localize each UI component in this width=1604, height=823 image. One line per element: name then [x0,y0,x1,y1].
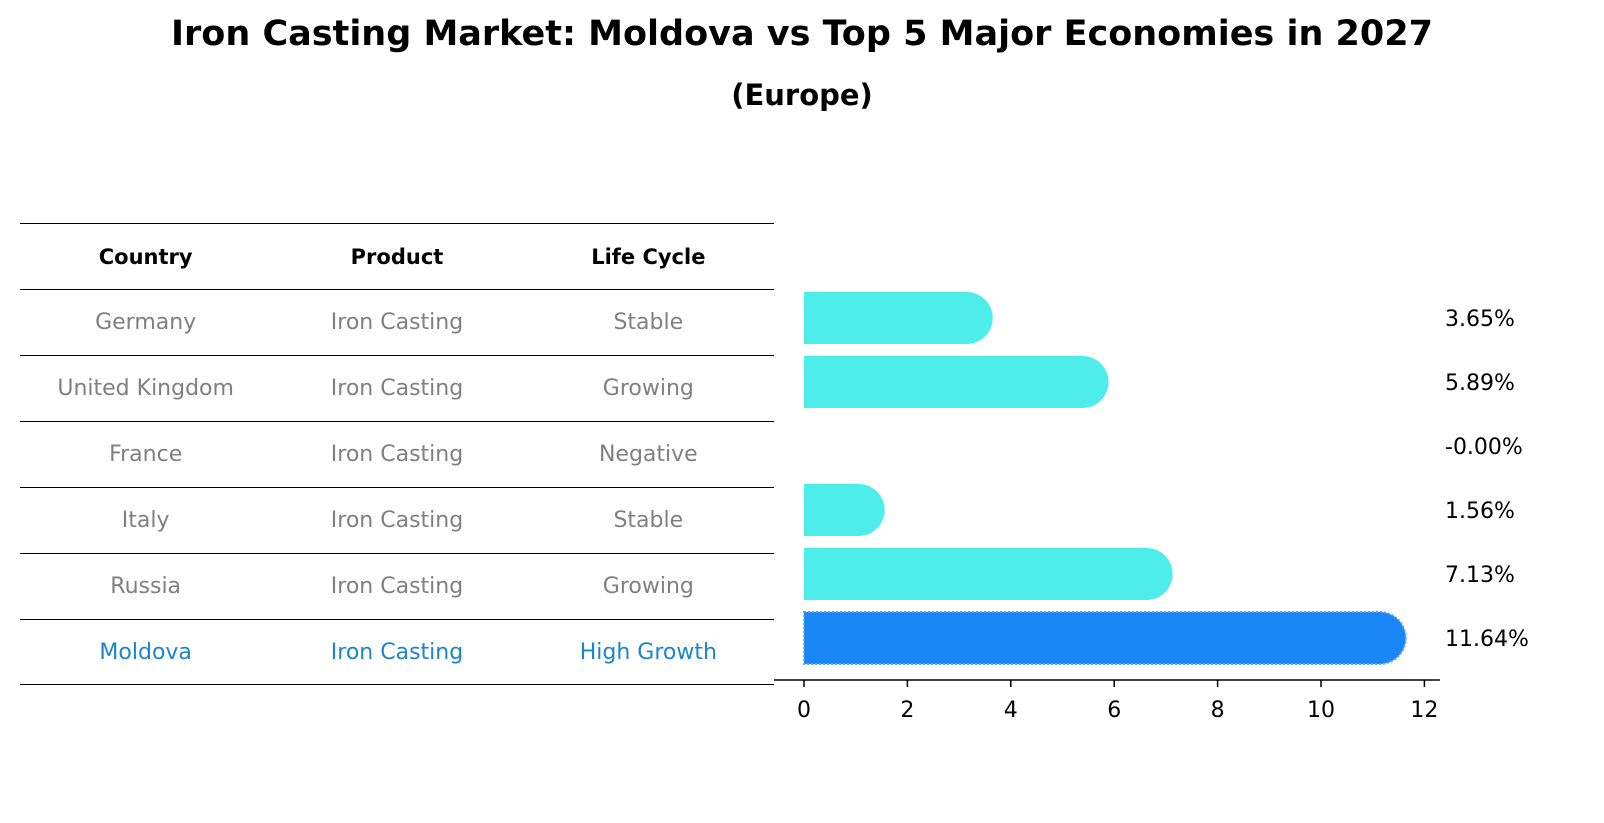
bar-chart: 3.65% 5.89% -0.00% 1.56% 7.13% 11.64% 0 2 4 6 8 10 1… [774,292,1529,723]
cell-life-cycle: Stable [613,310,684,335]
value-label: 5.89% [1445,371,1515,396]
comparison-table: Country Product Life Cycle Germany Iron … [20,223,774,685]
table-header-row: Country Product Life Cycle [20,223,774,289]
value-label: 1.56% [1445,499,1515,524]
cell-product: Iron Casting [330,574,464,599]
value-label: 7.13% [1445,563,1515,588]
cell-product: Iron Casting [330,639,464,665]
cell-product: Iron Casting [330,376,464,401]
header-product: Product [350,244,444,269]
header-country: Country [98,244,193,269]
x-tick-label: 0 [797,698,811,723]
x-tick-label: 2 [900,698,914,723]
table-row: United Kingdom Iron Casting Growing [20,355,774,421]
cell-country: France [109,442,183,467]
cell-life-cycle: Negative [598,442,698,467]
cell-country: United Kingdom [57,376,234,401]
chart-title: Iron Casting Market: Moldova vs Top 5 Ma… [171,14,1433,54]
cell-life-cycle: Growing [602,376,694,401]
cell-life-cycle: Stable [613,508,684,533]
bar [804,484,885,536]
value-label: 3.65% [1445,307,1515,332]
cell-country: Russia [110,574,182,599]
cell-life-cycle: Growing [602,574,694,599]
cell-life-cycle: High Growth [579,639,717,665]
bar [804,548,1173,600]
x-tick-label: 8 [1211,698,1225,723]
table-row-highlight: Moldova Iron Casting High Growth [20,619,774,685]
bar-highlight [803,611,1407,665]
cell-product: Iron Casting [330,442,464,467]
bar [804,292,993,344]
bar [804,356,1109,408]
value-label: 11.64% [1445,627,1529,652]
table-row: France Iron Casting Negative [20,421,774,487]
x-tick-label: 12 [1410,698,1438,723]
header-life-cycle: Life Cycle [591,244,706,269]
chart-subtitle: (Europe) [731,78,873,112]
cell-country: Germany [95,310,197,335]
x-tick-label: 10 [1307,698,1335,723]
table-row: Italy Iron Casting Stable [20,487,774,553]
table-row: Russia Iron Casting Growing [20,553,774,619]
cell-country: Italy [121,508,170,533]
value-label: -0.00% [1445,435,1523,460]
x-tick-label: 4 [1004,698,1018,723]
x-tick-label: 6 [1107,698,1121,723]
table-row: Germany Iron Casting Stable [20,289,774,355]
cell-country: Moldova [99,639,192,665]
cell-product: Iron Casting [330,310,464,335]
cell-product: Iron Casting [330,508,464,533]
